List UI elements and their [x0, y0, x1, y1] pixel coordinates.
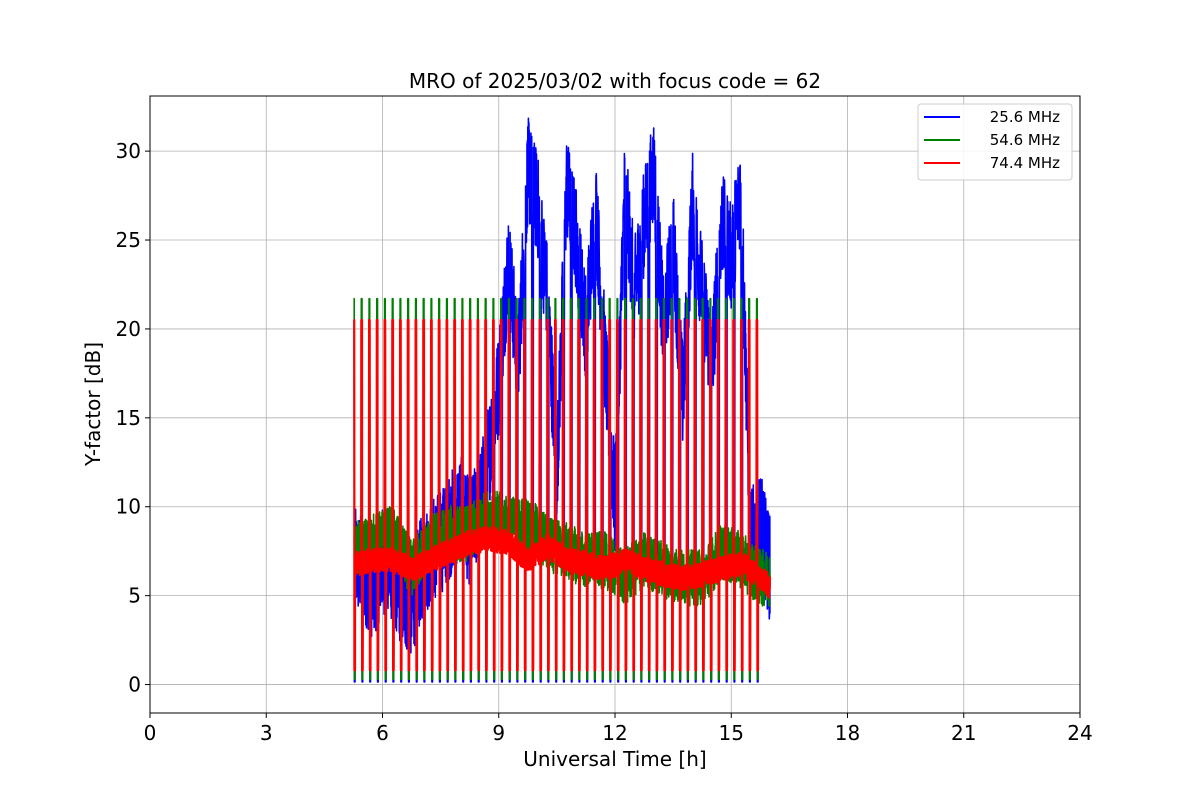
- x-axis-label: Universal Time [h]: [523, 747, 706, 771]
- legend-label-2: 54.6 MHz: [990, 131, 1060, 149]
- legend-box: [917, 103, 1073, 181]
- y-tick-label-6: 30: [116, 139, 141, 163]
- x-tick-label-1: 3: [260, 721, 273, 745]
- y-tick-label-4: 20: [116, 317, 141, 341]
- y-tick-label-5: 25: [116, 228, 141, 252]
- y-tick-label-0: 0: [128, 673, 141, 697]
- legend-label-3: 74.4 MHz: [990, 154, 1060, 172]
- x-tick-label-0: 0: [144, 721, 157, 745]
- series-layer: [352, 117, 771, 683]
- y-tick-label-2: 10: [116, 495, 141, 519]
- chart-title: MRO of 2025/03/02 with focus code = 62: [409, 69, 821, 93]
- y-tick-label-3: 15: [116, 406, 141, 430]
- x-tick-label-3: 9: [492, 721, 505, 745]
- y-tick-label-1: 5: [128, 584, 141, 608]
- x-tick-label-6: 18: [835, 721, 860, 745]
- series-line-3: [352, 318, 771, 672]
- x-axis: 0 3 6 9 12 15 18 21 24: [144, 713, 1093, 745]
- x-tick-label-5: 15: [719, 721, 744, 745]
- plot-area: 0 3 6 9 12 15 18 21 24 0 5 10 15 20 25 30: [116, 95, 1093, 745]
- x-tick-label-7: 21: [951, 721, 976, 745]
- y-axis: 0 5 10 15 20 25 30: [116, 139, 150, 697]
- y-axis-label: Y-factor [dB]: [81, 342, 105, 467]
- x-tick-label-2: 6: [376, 721, 389, 745]
- legend-label-1: 25.6 MHz: [990, 108, 1060, 126]
- x-tick-label-4: 12: [602, 721, 627, 745]
- legend: 25.6 MHz 54.6 MHz 74.4 MHz: [917, 103, 1073, 181]
- x-tick-label-8: 24: [1067, 721, 1092, 745]
